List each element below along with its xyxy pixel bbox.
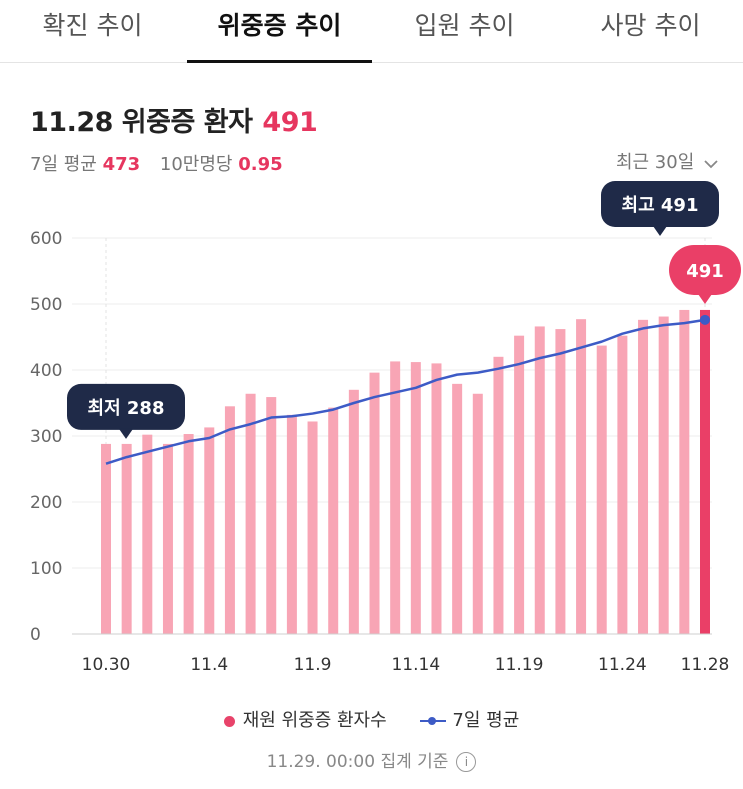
bar (576, 319, 587, 634)
bar (452, 383, 463, 634)
bar (307, 421, 318, 634)
y-tick-label: 0 (30, 625, 41, 645)
bar (245, 393, 256, 634)
tooltip-value-pointer (698, 293, 712, 304)
chevron-down-icon (704, 153, 718, 174)
footnote: 11.29. 00:00 집계 기준 i (0, 747, 743, 772)
x-tick-label: 10.30 (82, 655, 131, 675)
x-tick-label: 11.19 (495, 655, 544, 675)
page-title: 11.28 위중증 환자 491 (30, 100, 318, 139)
bar (679, 309, 690, 634)
bar (658, 316, 669, 634)
y-tick-label: 200 (30, 493, 62, 513)
bar (328, 407, 339, 634)
x-tick-label: 11.28 (681, 655, 730, 675)
bar (493, 356, 504, 634)
avg-line-end-point (700, 314, 710, 325)
bar (700, 309, 710, 634)
bar (204, 427, 215, 634)
y-tick-label: 300 (30, 427, 62, 447)
bar (369, 372, 380, 634)
legend-dot-icon (223, 715, 235, 727)
tooltip-max-bubble (601, 181, 719, 227)
legend-line-icon (420, 715, 447, 727)
legend-line-label: 7일 평균 (452, 710, 520, 731)
bar (121, 443, 132, 634)
avg-label: 7일 평균 (30, 154, 97, 175)
bar (638, 319, 649, 634)
footnote-text: 11.29. 00:00 집계 기준 (266, 752, 449, 772)
tooltip-value-label: 491 (686, 261, 724, 282)
bar (224, 406, 235, 634)
tooltip-min-bubble (67, 383, 185, 430)
bar (142, 434, 153, 634)
headline-title: 11.28 위중증 환자 (30, 107, 253, 138)
info-icon[interactable]: i (456, 752, 477, 772)
x-tick-label: 11.14 (391, 655, 440, 675)
tab-hospitalized[interactable]: 입원 추이 (414, 11, 515, 40)
bar (472, 393, 483, 634)
bar (101, 443, 111, 634)
tab-confirmed[interactable]: 확진 추이 (42, 11, 143, 40)
range-label: 최근 30일 (615, 152, 695, 173)
per100k-value: 0.95 (238, 154, 283, 175)
avg-value: 473 (102, 154, 141, 175)
x-tick-label: 11.9 (294, 655, 332, 675)
bar (266, 397, 277, 634)
y-tick-label: 100 (30, 559, 62, 579)
bar (183, 434, 194, 634)
tooltip-min-label: 최저 288 (88, 398, 165, 419)
tooltip-max-label: 최고 491 (622, 195, 699, 216)
tab-critical[interactable]: 위중증 추이 (187, 0, 372, 63)
y-tick-label: 500 (30, 295, 62, 315)
chart-area: 0 100 200 300 400 500 600 10.30 11.4 11.9 11.14 11.… (30, 181, 741, 675)
bar (162, 443, 173, 634)
bar (348, 389, 359, 634)
y-tick-label: 600 (30, 229, 62, 249)
bar (555, 329, 566, 634)
legend-item-bars: 재원 위중증 환자수 (223, 706, 387, 732)
legend-item-line: 7일 평균 (420, 706, 519, 732)
bar (596, 345, 607, 634)
summary-stats: 7일 평균 473 10만명당 0.95 (30, 150, 283, 176)
headline-value: 491 (262, 107, 318, 138)
y-tick-label: 400 (30, 361, 62, 381)
bar (390, 361, 401, 634)
bar (286, 414, 297, 634)
bar (514, 335, 525, 634)
tab-bar: 확진 추이 위중증 추이 입원 추이 사망 추이 (0, 0, 743, 63)
bar (410, 362, 421, 634)
tooltip-max-pointer (653, 226, 667, 236)
x-tick-label: 11.24 (598, 655, 647, 675)
tooltip-min-pointer (119, 428, 133, 439)
tab-deaths[interactable]: 사망 추이 (600, 11, 701, 40)
legend-bars-label: 재원 위중증 환자수 (242, 710, 387, 731)
legend: 재원 위중증 환자수 7일 평균 (0, 706, 743, 732)
bar (534, 326, 545, 634)
bar (617, 335, 628, 634)
avg-line (105, 318, 706, 465)
range-dropdown[interactable]: 최근 30일 (616, 148, 718, 174)
bar (431, 363, 442, 634)
tooltip-value-bubble (669, 244, 741, 295)
per100k-label: 10만명당 (159, 154, 233, 175)
x-tick-label: 11.4 (190, 655, 228, 675)
